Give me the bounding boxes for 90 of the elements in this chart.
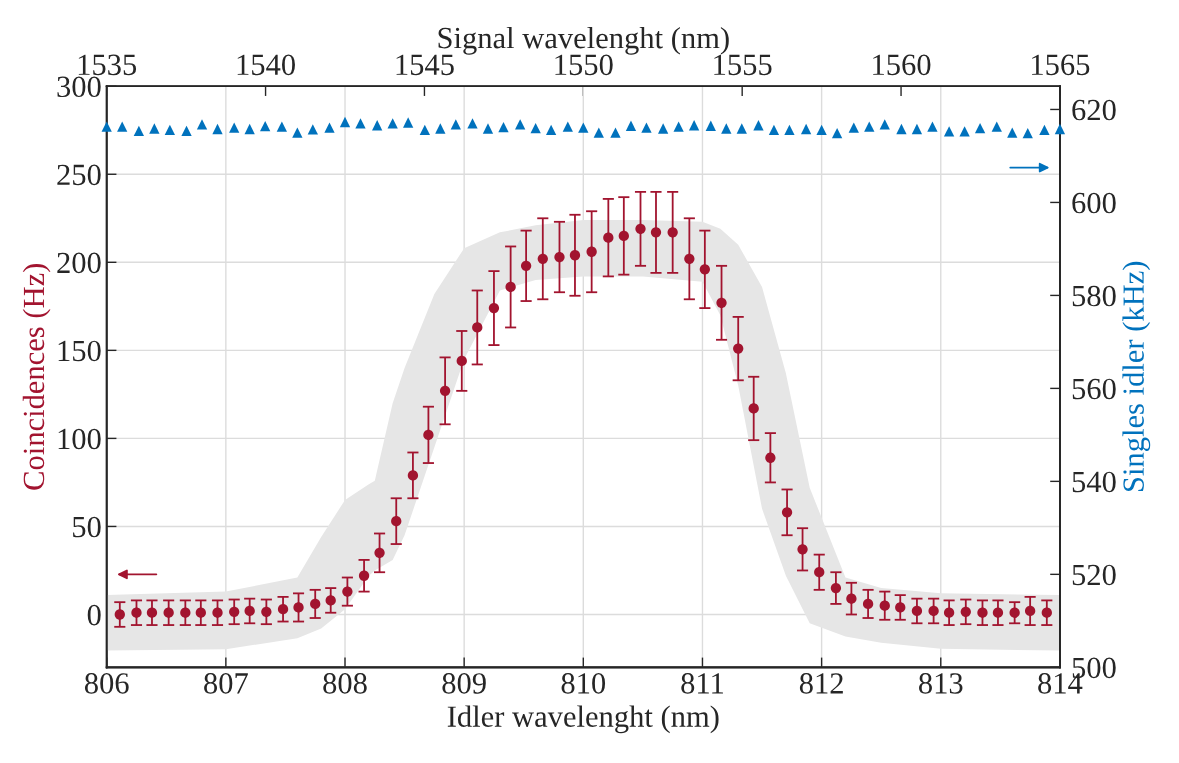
y2-tick-label: 600 bbox=[1072, 192, 1116, 214]
point bbox=[244, 605, 255, 617]
x-tick-label: 806 bbox=[84, 673, 129, 694]
x-tick-label: 811 bbox=[681, 673, 723, 694]
y-axis-title: Coincidences (Hz) bbox=[22, 264, 51, 490]
y-tick-label: 300 bbox=[57, 76, 101, 98]
y2-tick-label: 580 bbox=[1072, 285, 1116, 307]
point bbox=[781, 507, 793, 518]
point bbox=[635, 223, 646, 234]
point bbox=[977, 607, 988, 618]
point bbox=[830, 582, 842, 594]
y-tick-label: 0 bbox=[87, 604, 101, 626]
point bbox=[586, 246, 597, 257]
y2-axis-title: Singles idler (kHz) bbox=[1122, 261, 1151, 491]
point bbox=[554, 251, 565, 263]
y2-tick-label: 540 bbox=[1072, 471, 1116, 493]
point bbox=[212, 607, 223, 618]
point bbox=[520, 260, 532, 271]
point bbox=[667, 227, 678, 238]
point bbox=[114, 609, 125, 620]
x2-tick-label: 1555 bbox=[714, 54, 772, 76]
point bbox=[195, 607, 206, 618]
point bbox=[456, 355, 467, 367]
point bbox=[505, 281, 516, 293]
point bbox=[293, 602, 304, 613]
point bbox=[879, 600, 890, 611]
point bbox=[1024, 605, 1036, 617]
point bbox=[895, 602, 906, 613]
point bbox=[325, 595, 336, 606]
point bbox=[814, 567, 825, 578]
point bbox=[699, 264, 710, 275]
point bbox=[765, 452, 776, 463]
x-tick-label: 813 bbox=[919, 673, 963, 694]
point bbox=[911, 605, 923, 617]
point bbox=[537, 253, 548, 264]
point bbox=[1009, 607, 1020, 618]
x2-tick-label: 1535 bbox=[78, 54, 137, 76]
point bbox=[261, 606, 272, 617]
x2-tick-label: 1550 bbox=[555, 54, 613, 76]
y-tick-label: 150 bbox=[58, 340, 101, 362]
x-tick-label: 807 bbox=[204, 673, 248, 694]
x-axis-title: Idler wavelenght (nm) bbox=[447, 705, 719, 734]
y2-tick-label: 620 bbox=[1072, 99, 1116, 121]
x2-tick-label: 1560 bbox=[873, 54, 931, 76]
point bbox=[960, 606, 971, 617]
point bbox=[163, 607, 174, 618]
point bbox=[1041, 607, 1052, 618]
point bbox=[488, 302, 500, 314]
y-tick-label: 200 bbox=[57, 252, 101, 274]
point bbox=[229, 606, 240, 617]
x2-tick-label: 1545 bbox=[396, 54, 454, 76]
x-tick-label: 812 bbox=[799, 673, 843, 694]
point bbox=[748, 403, 759, 414]
x-tick-label: 810 bbox=[561, 673, 606, 694]
point bbox=[407, 470, 419, 481]
x2-tick-label: 1565 bbox=[1032, 54, 1090, 76]
y2-tick-label: 560 bbox=[1072, 378, 1116, 400]
y-tick-label: 100 bbox=[58, 428, 101, 450]
point bbox=[310, 598, 321, 610]
point bbox=[472, 322, 483, 333]
point bbox=[650, 227, 662, 238]
point bbox=[862, 598, 874, 610]
point bbox=[358, 570, 370, 581]
point bbox=[603, 232, 614, 243]
x2-tick-label: 1540 bbox=[237, 54, 295, 76]
point bbox=[618, 230, 629, 242]
point bbox=[928, 605, 939, 617]
point bbox=[391, 516, 402, 527]
point bbox=[797, 544, 808, 555]
point bbox=[439, 385, 451, 397]
x-tick-label: 809 bbox=[442, 673, 486, 694]
x2-axis-title: Signal wavelenght (nm) bbox=[438, 26, 729, 55]
point bbox=[342, 586, 353, 597]
point bbox=[716, 297, 727, 308]
y2-tick-label: 520 bbox=[1072, 564, 1116, 586]
y-tick-label: 250 bbox=[57, 164, 101, 186]
x-tick-label: 808 bbox=[323, 673, 367, 694]
y-tick-label: 50 bbox=[73, 516, 101, 538]
point bbox=[131, 607, 142, 618]
point bbox=[374, 547, 385, 559]
point bbox=[423, 429, 434, 441]
point bbox=[180, 607, 191, 618]
point bbox=[943, 607, 955, 618]
point bbox=[146, 607, 158, 618]
point bbox=[684, 253, 695, 264]
point bbox=[733, 343, 744, 354]
point bbox=[569, 250, 581, 261]
point bbox=[846, 593, 857, 604]
point bbox=[992, 607, 1004, 618]
point bbox=[277, 604, 289, 615]
